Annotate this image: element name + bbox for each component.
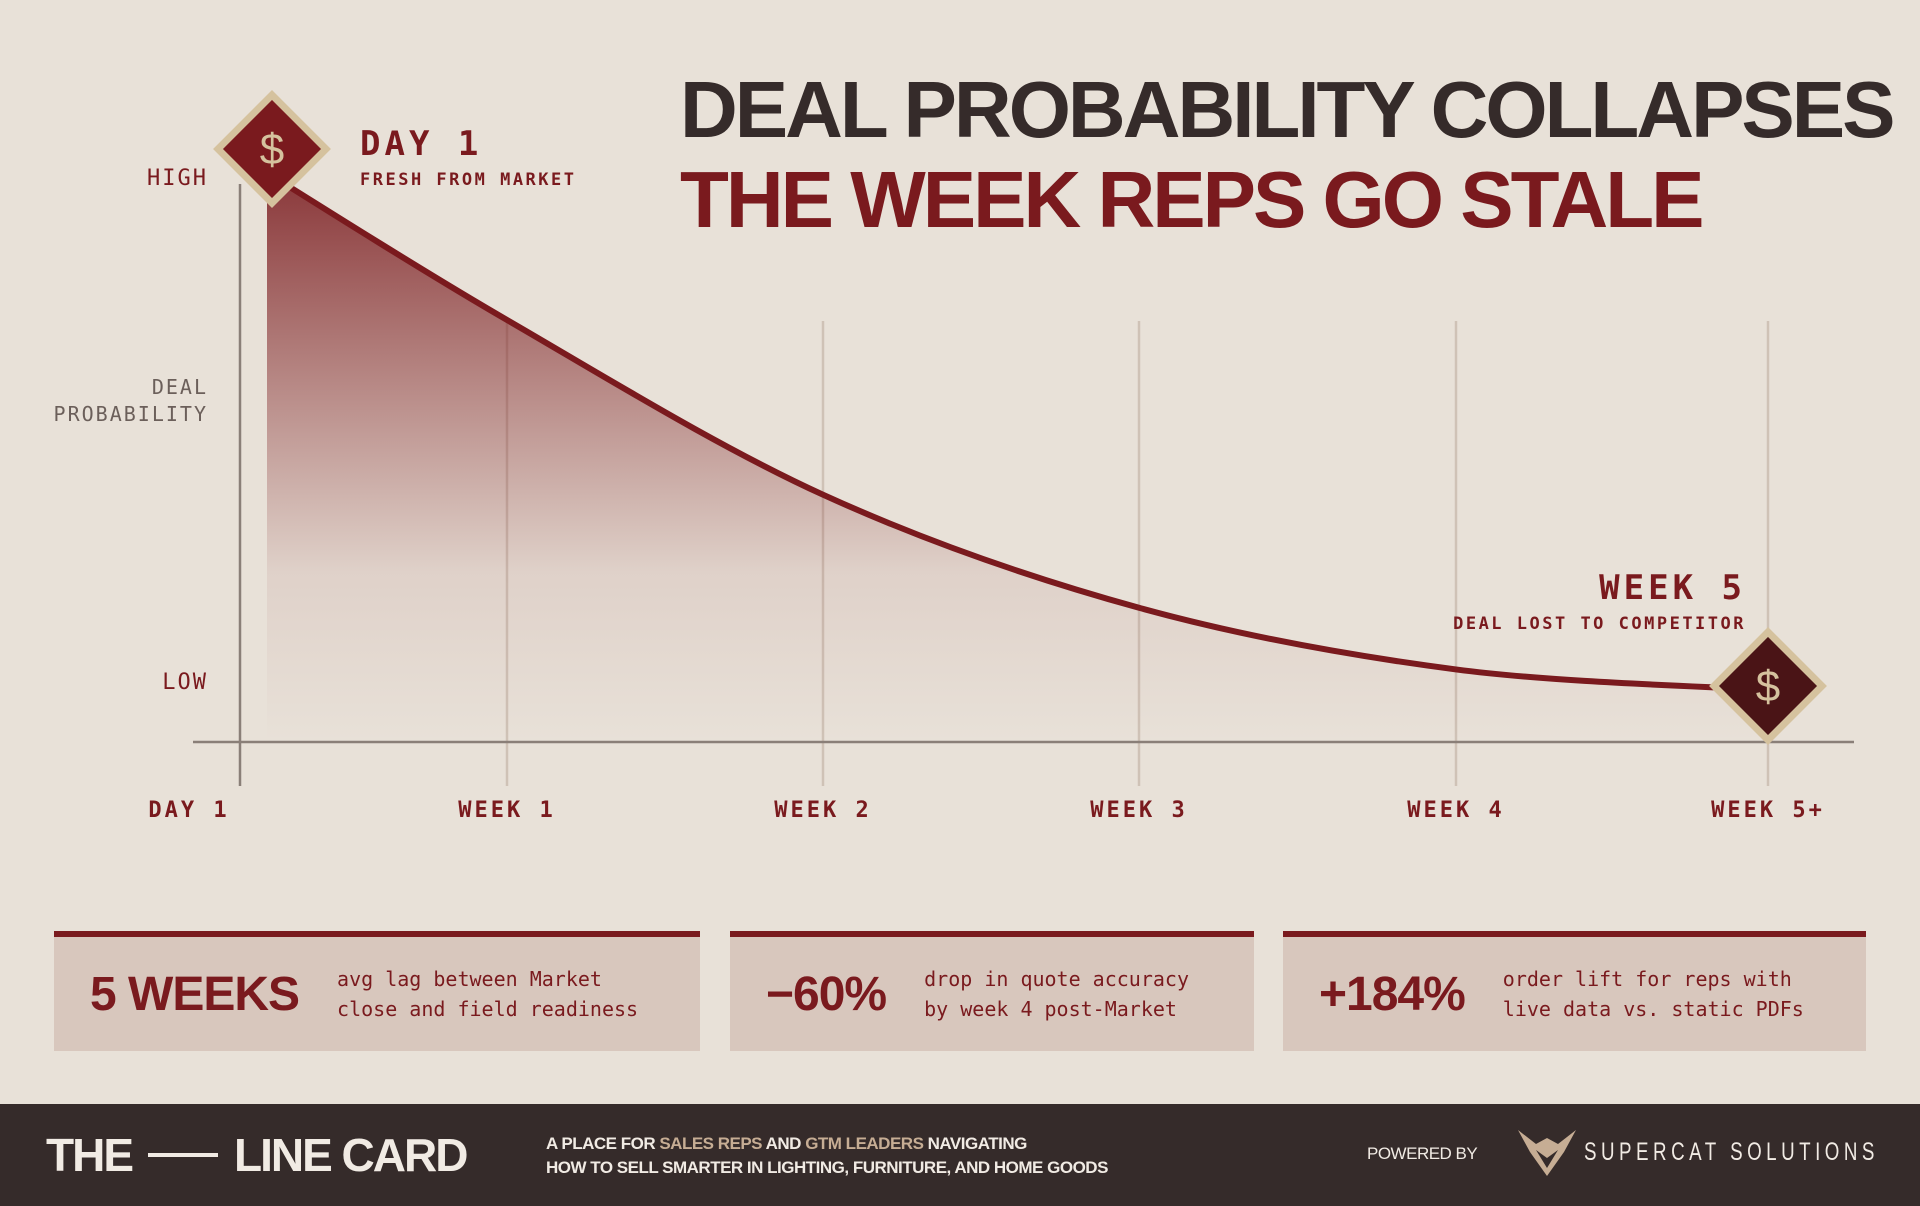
probability-curve bbox=[270, 173, 1769, 693]
brand-logo: THE LINE CARD bbox=[46, 1128, 468, 1182]
tagline-highlight-gtm-leaders: GTM LEADERS bbox=[805, 1134, 924, 1153]
tagline-line-2: HOW TO SELL SMARTER IN LIGHTING, FURNITU… bbox=[546, 1158, 1108, 1177]
y-axis-label: DEAL PROBABILITY bbox=[53, 375, 208, 426]
annotation-week5-subtitle: DEAL LOST TO COMPETITOR bbox=[1453, 614, 1746, 634]
y-tick-high: HIGH bbox=[147, 166, 208, 191]
annotation-week5-title: WEEK 5 bbox=[1599, 568, 1746, 608]
stat-description: drop in quote accuracy by week 4 post-Ma… bbox=[924, 967, 1190, 1021]
x-tick-label: WEEK 5+ bbox=[1711, 798, 1825, 823]
title-line-1: DEAL PROBABILITY COLLAPSES bbox=[680, 65, 1896, 154]
x-tick-label: WEEK 1 bbox=[458, 798, 556, 823]
x-tick-label: DAY 1 bbox=[148, 798, 230, 823]
stat-value: −60% bbox=[766, 967, 887, 1021]
brand-dash bbox=[148, 1153, 218, 1157]
tagline-highlight-sales-reps: SALES REPS bbox=[659, 1134, 763, 1153]
annotation-day1-title: DAY 1 bbox=[360, 124, 483, 164]
title-line-2: THE WEEK REPS GO STALE bbox=[680, 155, 1704, 244]
tagline-text: NAVIGATING bbox=[923, 1134, 1028, 1153]
x-tick-label: WEEK 2 bbox=[774, 798, 872, 823]
tagline-text: AND bbox=[762, 1134, 806, 1153]
x-tick-label: WEEK 3 bbox=[1090, 798, 1188, 823]
chart: $$ bbox=[193, 90, 1854, 786]
footer bbox=[0, 1104, 1920, 1206]
annotation-day1-subtitle: FRESH FROM MARKET bbox=[360, 170, 577, 190]
brand-left: THE bbox=[46, 1129, 134, 1181]
stat-card-lag: 5 WEEKS avg lag between Market close and… bbox=[54, 931, 700, 1051]
stat-value: 5 WEEKS bbox=[90, 967, 300, 1021]
stat-description: avg lag between Market close and field r… bbox=[337, 967, 639, 1021]
svg-text:$: $ bbox=[1756, 662, 1780, 711]
stat-description: order lift for reps with live data vs. s… bbox=[1502, 967, 1804, 1021]
brand-right: LINE CARD bbox=[234, 1129, 468, 1181]
dollar-diamond-icon: $ bbox=[1709, 627, 1827, 745]
supercat-logo-icon bbox=[1518, 1130, 1576, 1176]
stat-value: +184% bbox=[1319, 967, 1466, 1021]
stat-card-order-lift: +184% order lift for reps with live data… bbox=[1283, 931, 1866, 1051]
probability-area bbox=[267, 176, 1768, 742]
stat-card-quote-accuracy: −60% drop in quote accuracy by week 4 po… bbox=[730, 931, 1254, 1051]
dollar-diamond-icon: $ bbox=[213, 90, 331, 208]
y-tick-low: LOW bbox=[162, 670, 208, 695]
x-tick-label: WEEK 4 bbox=[1407, 798, 1505, 823]
footer-tagline: A PLACE FOR SALES REPS AND GTM LEADERS N… bbox=[546, 1132, 1108, 1180]
powered-by-label: POWERED BY bbox=[1367, 1144, 1478, 1163]
tagline-text: A PLACE FOR bbox=[546, 1134, 660, 1153]
svg-text:$: $ bbox=[260, 125, 284, 174]
partner-name: SUPERCAT SOLUTIONS bbox=[1584, 1138, 1879, 1166]
